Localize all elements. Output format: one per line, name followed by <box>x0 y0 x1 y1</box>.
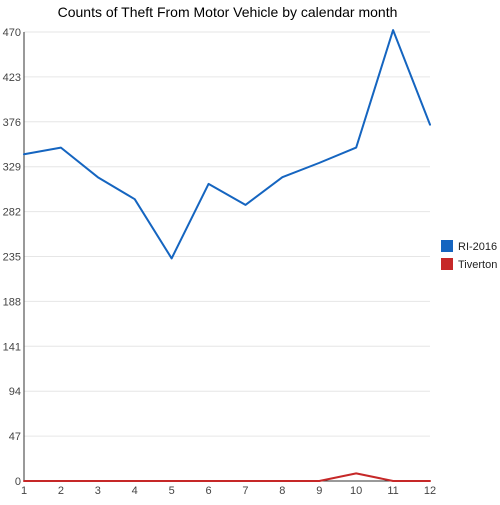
x-tick-label: 5 <box>169 485 175 497</box>
x-tick-label: 3 <box>95 485 101 497</box>
legend-label: Tiverton <box>458 259 497 271</box>
y-tick-label: 423 <box>3 72 21 84</box>
x-tick-label: 6 <box>205 485 211 497</box>
y-tick-label: 141 <box>3 341 21 353</box>
legend-swatch <box>441 240 453 252</box>
y-tick-label: 0 <box>15 476 21 488</box>
y-tick-label: 329 <box>3 162 21 174</box>
series-line-tiverton <box>23 472 431 482</box>
x-tick-label: 12 <box>424 485 436 497</box>
legend-label: RI-2016 <box>458 241 497 253</box>
x-tick-label: 2 <box>58 485 64 497</box>
chart-title: Counts of Theft From Motor Vehicle by ca… <box>57 4 398 20</box>
y-tick-label: 376 <box>3 117 21 129</box>
x-tick-label: 4 <box>132 485 138 497</box>
x-tick-label: 11 <box>387 485 398 497</box>
y-tick-label: 470 <box>3 27 21 39</box>
y-tick-label: 188 <box>3 296 21 308</box>
x-tick-label: 8 <box>279 485 285 497</box>
legend-swatch <box>441 258 453 270</box>
y-tick-label: 94 <box>9 386 21 398</box>
y-tick-label: 282 <box>3 207 21 219</box>
x-tick-label: 10 <box>350 485 362 497</box>
y-tick-label: 47 <box>9 431 21 443</box>
y-tick-label: 235 <box>3 252 21 264</box>
x-tick-label: 1 <box>21 485 27 497</box>
series-line-ri-2016 <box>23 29 431 260</box>
x-tick-label: 9 <box>316 485 322 497</box>
x-tick-label: 7 <box>242 485 248 497</box>
